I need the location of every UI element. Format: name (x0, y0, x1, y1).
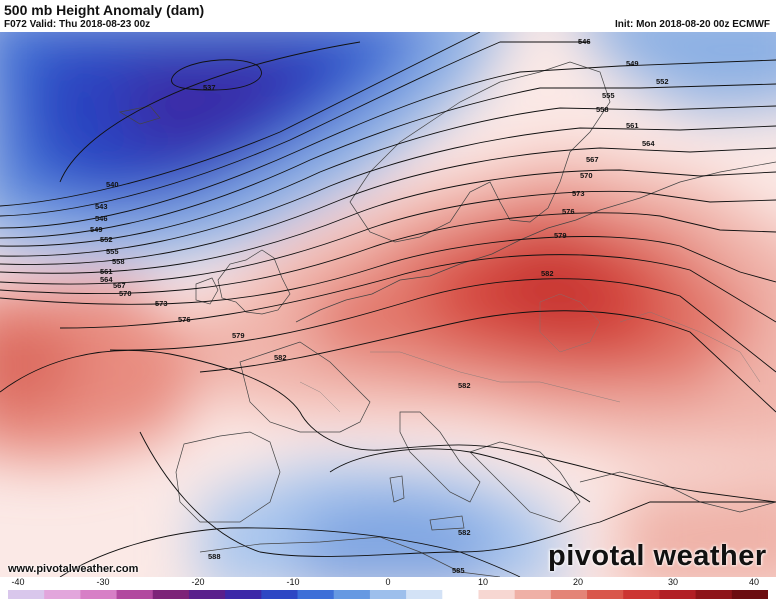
website-credit: www.pivotalweather.com (8, 563, 139, 575)
colorbar-swatch (225, 590, 262, 599)
contour-label-546-east: 546 (578, 37, 591, 46)
contour-label-558-west: 558 (112, 257, 125, 266)
colorbar-tick-label: 10 (477, 577, 489, 587)
colorbar-ticks: -40 -30 -20 -10 0 10 20 30 40 (8, 577, 768, 589)
colorbar-swatch (152, 590, 190, 599)
init-time: Init: Mon 2018-08-20 00z ECMWF (614, 19, 770, 30)
colorbar-swatch (80, 590, 118, 599)
colorbar-swatch (44, 590, 81, 599)
colorbar-swatch (297, 590, 335, 599)
contour-label-564-east: 564 (642, 139, 655, 148)
contour-label-573-west: 573 (155, 299, 168, 308)
contour-label-555-east: 555 (602, 91, 615, 100)
colorbar-tick-label: 30 (667, 577, 679, 587)
colorbar-swatch (659, 590, 697, 599)
contour-label-585: 585 (452, 566, 465, 575)
anomaly-map: 537 540 543 546 546 549 549 552 552 555 … (0, 32, 776, 577)
colorbar-tick-label: -30 (96, 577, 110, 587)
contour-label-561-east: 561 (626, 121, 639, 130)
contour-label-573-east: 573 (572, 189, 585, 198)
contour-labels: 537 540 543 546 546 549 549 552 552 555 … (90, 37, 669, 575)
contour-label-561-west: 561 (100, 267, 113, 276)
colorbar-swatch (623, 590, 660, 599)
colorbar-swatch (514, 590, 552, 599)
colorbar-tick-label: 40 (748, 577, 760, 587)
colorbar (8, 590, 768, 599)
contour-label-549-east: 549 (626, 59, 639, 68)
contour-label-567-west: 567 (113, 281, 126, 290)
colorbar-swatch (333, 590, 371, 599)
contour-label-555-west: 555 (106, 247, 119, 256)
contour-label-543: 543 (95, 202, 108, 211)
valid-time: F072 Valid: Thu 2018-08-23 00z (4, 19, 151, 30)
contour-label-570-east: 570 (580, 171, 593, 180)
contour-label-537: 537 (203, 83, 216, 92)
colorbar-tick-label: -10 (286, 577, 300, 587)
contour-label-570-west: 570 (119, 289, 132, 298)
colorbar-swatch (8, 590, 45, 599)
colorbar-tick-label: -20 (191, 577, 205, 587)
colorbar-swatch (261, 590, 299, 599)
contour-label-567-east: 567 (586, 155, 599, 164)
contour-label-588: 588 (208, 552, 221, 561)
contour-label-576-west: 576 (178, 315, 191, 324)
colorbar-swatch (478, 590, 516, 599)
contour-label-579-east: 579 (554, 231, 567, 240)
contour-label-549-west: 549 (90, 225, 103, 234)
contour-label-564-west: 564 (100, 275, 113, 284)
colorbar-tick-label: 20 (572, 577, 584, 587)
contour-label-582-center: 582 (541, 269, 554, 278)
contour-label-558-east: 558 (596, 105, 609, 114)
contour-label-552-east: 552 (656, 77, 669, 86)
colorbar-swatch (442, 590, 479, 599)
contour-label-579-west: 579 (232, 331, 245, 340)
contour-label-576-east: 576 (562, 207, 575, 216)
contour-label-582-adriatic: 582 (458, 381, 471, 390)
contour-label-582-west: 582 (274, 353, 287, 362)
pivotal-weather-logo: pivotal weather (548, 540, 767, 572)
colorbar-tick-label: -40 (11, 577, 25, 587)
colorbar-swatch (406, 590, 443, 599)
colorbar-swatch (188, 590, 226, 599)
contour-label-552-west: 552 (100, 235, 113, 244)
colorbar-swatch (116, 590, 154, 599)
map-title: 500 mb Height Anomaly (dam) (4, 2, 205, 18)
height-contours (0, 32, 776, 577)
contour-label-546-west: 546 (95, 214, 108, 223)
contour-label-540: 540 (106, 180, 119, 189)
contour-label-582-south: 582 (458, 528, 471, 537)
colorbar-swatch (369, 590, 407, 599)
colorbar-swatch (550, 590, 588, 599)
colorbar-tick-label: 0 (385, 577, 391, 587)
colorbar-swatch (587, 590, 624, 599)
colorbar-swatch (695, 590, 733, 599)
colorbar-swatch (731, 590, 768, 599)
